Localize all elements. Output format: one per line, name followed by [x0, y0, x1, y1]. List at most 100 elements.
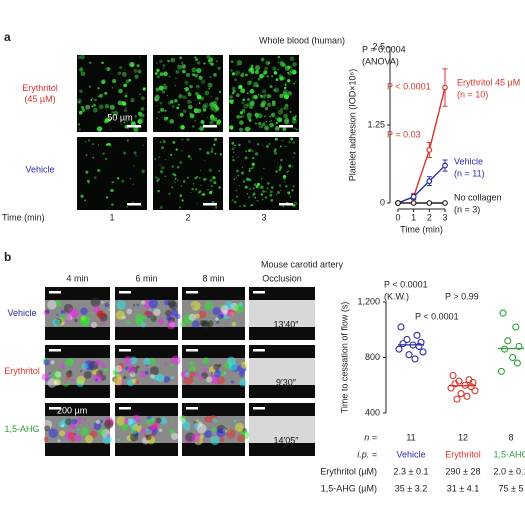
platelet	[186, 176, 189, 179]
y-tick-label: 400	[365, 407, 380, 417]
platelet	[195, 111, 197, 113]
platelet	[245, 126, 251, 132]
thrombus	[94, 359, 102, 366]
platelet	[274, 148, 277, 151]
platelet	[177, 103, 180, 106]
thrombus	[157, 318, 165, 326]
platelet	[181, 139, 183, 141]
table-row-label: n =	[364, 432, 377, 442]
platelet	[170, 100, 174, 104]
platelet	[231, 86, 236, 91]
platelet	[184, 80, 189, 85]
platelet	[118, 88, 123, 94]
platelet	[284, 122, 286, 125]
thrombus	[234, 422, 244, 432]
platelet	[209, 190, 213, 195]
platelet	[245, 73, 248, 77]
thrombus	[206, 318, 210, 322]
platelet	[181, 199, 184, 202]
platelet	[167, 59, 170, 63]
platelet	[293, 151, 296, 155]
platelet	[132, 183, 135, 185]
platelet	[252, 187, 255, 190]
platelet	[239, 127, 244, 132]
platelet	[192, 183, 195, 185]
platelet	[179, 194, 183, 198]
thrombus	[59, 430, 66, 437]
platelet	[203, 178, 206, 181]
platelet	[162, 64, 166, 67]
scale-bar	[279, 125, 293, 128]
thrombus	[213, 363, 220, 371]
scale-bar	[203, 125, 217, 128]
platelet	[94, 98, 97, 102]
platelet	[80, 54, 85, 60]
platelet	[244, 185, 248, 189]
thrombus	[149, 424, 156, 431]
platelet	[218, 170, 221, 172]
thrombus	[145, 428, 152, 436]
platelet	[284, 83, 287, 86]
platelet	[272, 100, 274, 102]
platelet	[234, 144, 236, 147]
platelet	[210, 95, 212, 97]
platelet	[289, 111, 292, 113]
platelet	[111, 181, 114, 184]
platelet	[131, 200, 134, 203]
thrombus	[231, 321, 237, 327]
platelet	[278, 117, 281, 121]
thrombus	[189, 360, 195, 366]
thrombus	[196, 423, 207, 434]
thrombus	[47, 378, 57, 388]
platelet	[271, 102, 276, 107]
platelet	[206, 116, 209, 119]
thrombus	[239, 371, 245, 377]
platelet	[232, 143, 235, 146]
platelet	[89, 61, 92, 64]
platelet	[84, 141, 86, 143]
platelet	[230, 69, 233, 72]
platelet	[179, 56, 183, 60]
platelet	[202, 193, 206, 196]
scale-bar	[119, 291, 131, 294]
platelet	[234, 78, 237, 82]
platelet	[194, 73, 198, 78]
platelet	[196, 94, 202, 100]
platelet	[251, 77, 253, 79]
platelet	[248, 119, 252, 122]
platelet	[213, 109, 215, 111]
platelet	[117, 71, 122, 76]
platelet	[283, 113, 288, 119]
platelet	[282, 206, 284, 208]
scale-bar	[203, 203, 217, 206]
occlusion-time: 13′40″	[274, 319, 300, 329]
scale-bar	[49, 291, 61, 294]
platelet	[288, 164, 292, 168]
platelet	[289, 196, 292, 198]
platelet	[111, 110, 114, 114]
thrombus	[107, 309, 111, 312]
platelet	[269, 193, 273, 197]
platelet	[214, 206, 218, 209]
thrombus	[189, 370, 196, 378]
platelet	[249, 88, 255, 94]
thrombus	[224, 427, 228, 431]
scale-bar	[279, 203, 293, 206]
platelet	[199, 147, 202, 151]
platelet	[78, 110, 83, 115]
row-label: (45 µM)	[24, 94, 55, 104]
platelet	[207, 82, 213, 88]
thrombus	[47, 300, 57, 310]
platelet	[182, 95, 187, 100]
platelet	[91, 105, 94, 108]
y-tick-label: 2.5	[372, 41, 385, 51]
platelet	[283, 177, 286, 180]
platelet	[264, 66, 268, 71]
platelet	[204, 90, 210, 96]
thrombus	[116, 416, 126, 426]
platelet	[136, 64, 140, 68]
platelet	[85, 104, 91, 110]
scale-bar	[253, 349, 265, 352]
platelet	[92, 97, 94, 99]
thrombus	[193, 421, 196, 424]
